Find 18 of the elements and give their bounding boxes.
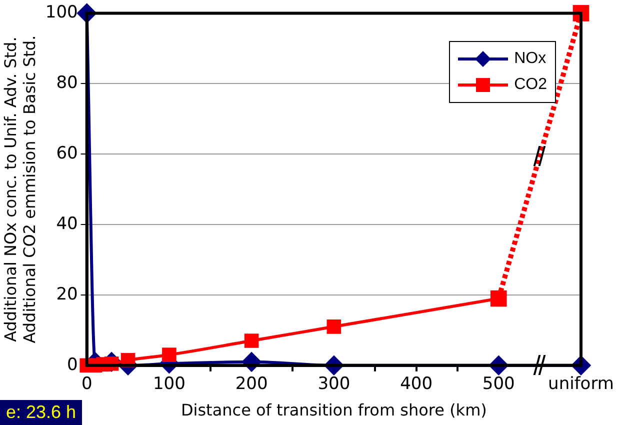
x-tick-label: uniform <box>548 374 614 394</box>
x-tick-label: 0 <box>81 374 92 394</box>
x-tick-label: 500 <box>482 374 515 394</box>
y-tick-label: 0 <box>67 354 78 375</box>
text: e: 23.6 h <box>0 400 82 425</box>
y-tick-label: 100 <box>45 2 78 23</box>
x-tick-label: 100 <box>152 374 186 394</box>
y-tick-label: 80 <box>56 73 78 94</box>
x-tick-label: 300 <box>318 374 350 394</box>
x-tick-label: 400 <box>400 374 433 394</box>
legend-label: CO2 <box>514 76 547 94</box>
x-axis-title: Distance of transition from shore (km) <box>180 400 487 420</box>
y-tick-label: 20 <box>56 284 78 304</box>
y-tick-label: 40 <box>56 214 78 234</box>
y-tick-label: 60 <box>56 144 78 164</box>
x-tick-label: 200 <box>235 374 268 394</box>
y-axis-title: Additional NOx conc. to Unif. Adv. Std. Additional CO2 emmision to Basic Std. <box>0 35 39 344</box>
legend-label: NOx <box>514 50 546 68</box>
